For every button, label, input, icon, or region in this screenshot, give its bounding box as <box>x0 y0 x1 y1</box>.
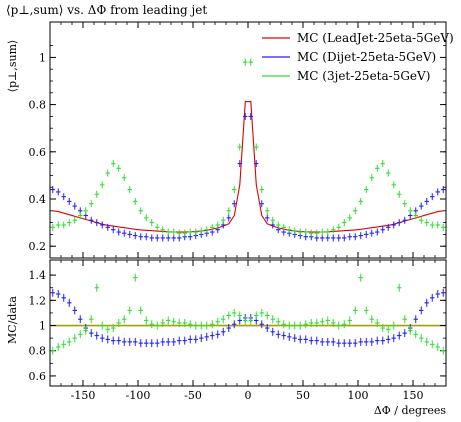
x-tick-label: -150 <box>71 389 96 402</box>
legend-label: MC (3jet-25eta-5GeV) <box>297 69 430 83</box>
legend-label: MC (LeadJet-25eta-5GeV) <box>297 31 454 45</box>
bottom-y-tick-label: 1 <box>39 320 46 333</box>
top-series-line <box>52 101 444 233</box>
x-tick-label: -100 <box>126 389 151 402</box>
series-mc-dijet-25eta-5gev- <box>50 112 446 348</box>
bottom-panel-frame <box>49 259 447 387</box>
top-y-tick-label: 0.4 <box>29 193 47 206</box>
x-tick-label: 0 <box>245 389 252 402</box>
top-y-tick-label: 0.8 <box>29 99 47 112</box>
x-tick-label: 50 <box>296 389 310 402</box>
series-mc-3jet-25eta-5gev- <box>50 58 446 355</box>
top-y-axis-label: ⟨p⊥,sum⟩ <box>6 40 19 93</box>
bottom-y-tick-label: 1.4 <box>29 269 47 282</box>
legend-label: MC (Dijet-25eta-5GeV) <box>297 50 436 64</box>
x-tick-label: 100 <box>348 389 369 402</box>
bottom-y-axis-label: MC/data <box>6 296 19 344</box>
bottom-y-tick-label: 0.6 <box>29 370 47 383</box>
data-points <box>50 58 446 355</box>
chart-title: ⟨p⊥,sum⟩ vs. ΔΦ from leading jet <box>6 3 207 17</box>
top-y-tick-label: 0.6 <box>29 146 47 159</box>
top-y-tick-label: 0.2 <box>29 240 47 253</box>
bottom-y-tick-label: 1.2 <box>29 294 47 307</box>
series-mc-leadjet-25eta-5gev- <box>52 101 444 233</box>
x-axis-label: ΔΦ / degrees <box>374 404 447 417</box>
axis-ticks: -150 -100 -50 0 50 100 150 0.2 0.4 0.6 0.8 1 0.6 0.8 1… <box>29 22 446 402</box>
bottom-y-tick-label: 0.8 <box>29 345 47 358</box>
x-tick-label: -50 <box>184 389 202 402</box>
x-tick-label: 150 <box>403 389 424 402</box>
legend: MC (LeadJet-25eta-5GeV) MC (Dijet-25eta-5… <box>262 31 454 83</box>
top-y-tick-label: 1 <box>39 51 46 64</box>
